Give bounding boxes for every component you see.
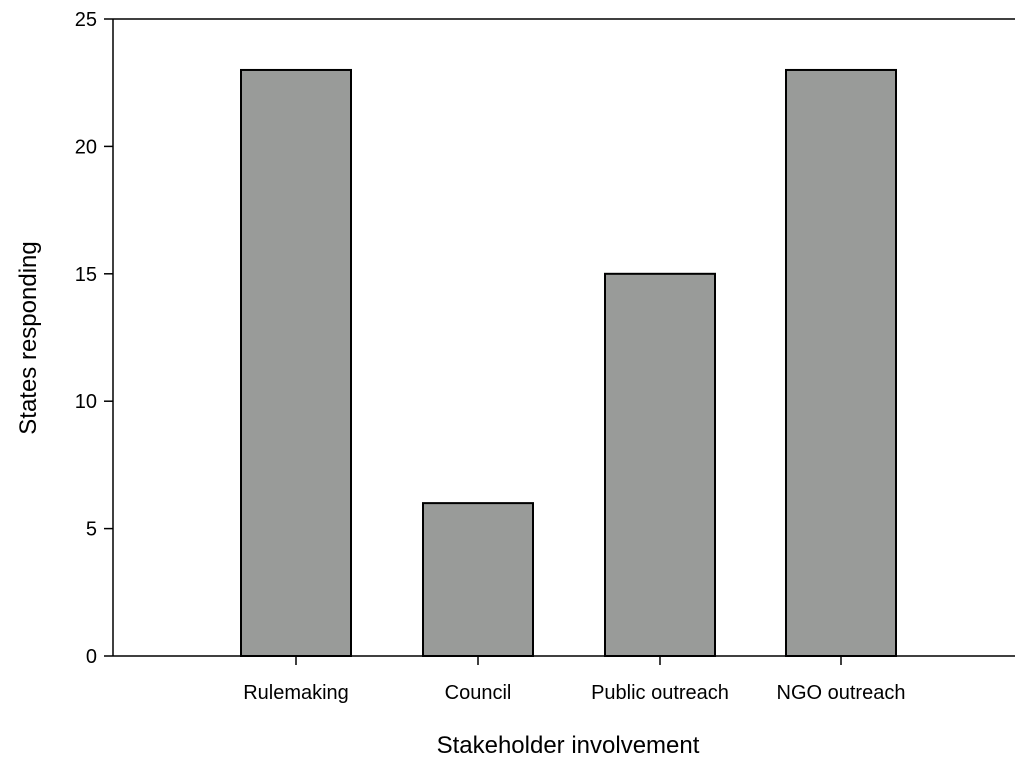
y-tick-label: 20: [75, 136, 97, 158]
bars: [240, 68, 897, 657]
y-tick-label: 0: [86, 646, 97, 668]
y-tick-label: 25: [75, 9, 97, 31]
bar-council: [422, 502, 534, 657]
x-tick-label: Public outreach: [591, 682, 729, 704]
x-tick-label: Council: [445, 682, 512, 704]
bar-ngo-outreach: [785, 68, 897, 657]
bar-rulemaking: [240, 68, 352, 657]
axes: [104, 18, 1015, 665]
x-tick-label: NGO outreach: [777, 682, 906, 704]
y-tick-label: 15: [75, 264, 97, 286]
bar-public-outreach: [604, 272, 716, 657]
tick-labels: 0 5 10 15 20 25 Rulemaking Council Public outrea…: [75, 9, 906, 704]
y-tick-label: 5: [86, 519, 97, 541]
x-axis-title: Stakeholder involvement: [437, 732, 700, 759]
y-axis-title: States responding: [15, 241, 42, 434]
y-tick-label: 10: [75, 391, 97, 413]
x-tick-label: Rulemaking: [243, 682, 349, 704]
